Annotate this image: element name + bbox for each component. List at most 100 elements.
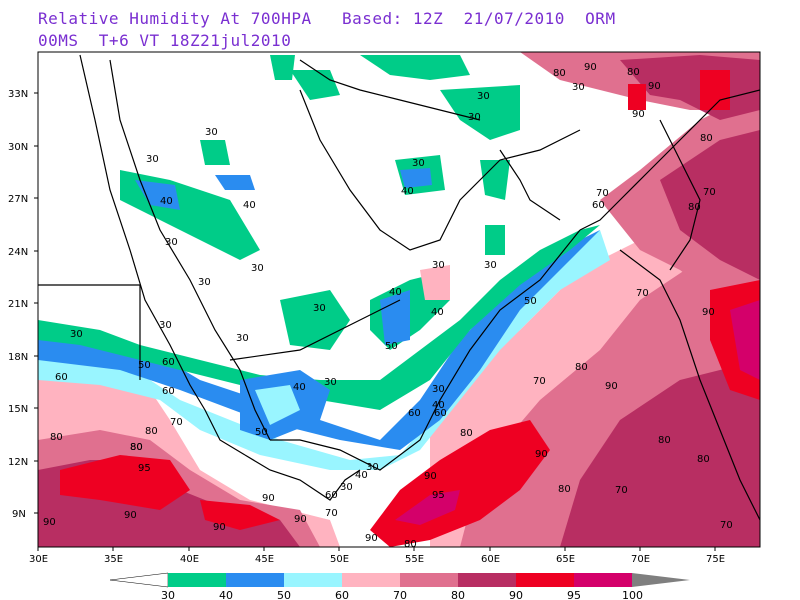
- contour-label: 90: [262, 493, 275, 504]
- contour-label: 30: [484, 260, 497, 271]
- legend-label: 70: [393, 589, 407, 600]
- contour-label: 50: [255, 427, 268, 438]
- field-90-95: [560, 360, 760, 547]
- contour-label: 90: [605, 381, 618, 392]
- lon-label: 35E: [104, 554, 123, 565]
- lon-label: 60E: [481, 554, 500, 565]
- contour-label: 30: [165, 237, 178, 248]
- contour-label: 40: [432, 400, 445, 411]
- contour-label: 30: [324, 377, 337, 388]
- contour-labels: 30 30 30 30 30 30 30 30 30 30 30 30 30 3…: [43, 62, 733, 550]
- contour-label: 30: [468, 112, 481, 123]
- contour-label: 60: [55, 372, 68, 383]
- color-legend: 30 40 50 60 70 80 90 95 100: [109, 572, 690, 600]
- lon-label: 30E: [29, 554, 48, 565]
- red-sea-west-coast: [79, 54, 246, 456]
- contour-label: 80: [553, 68, 566, 79]
- lon-label: 45E: [255, 554, 274, 565]
- contour-label: 60: [408, 408, 421, 419]
- contour-label: 50: [524, 296, 537, 307]
- contour-label: 90: [535, 449, 548, 460]
- contour-label: 70: [615, 485, 628, 496]
- border-line-2: [229, 299, 401, 361]
- contour-label: 30: [572, 82, 585, 93]
- contour-label: 80: [130, 442, 143, 453]
- lon-label: 50E: [330, 554, 349, 565]
- contour-label: 60: [592, 200, 605, 211]
- field-africa-red: [60, 455, 190, 510]
- lat-label: 9N: [12, 509, 26, 520]
- contour-label: 80: [558, 484, 571, 495]
- contour-label: 60: [325, 490, 338, 501]
- contour-label: 80: [688, 202, 701, 213]
- contour-label: 90: [213, 522, 226, 533]
- field-50-blue: [38, 230, 600, 450]
- lon-label: 65E: [556, 554, 575, 565]
- contour-label: 90: [43, 517, 56, 528]
- legend-swatch: [516, 573, 574, 587]
- contour-label: 80: [627, 67, 640, 78]
- lat-label: 30N: [8, 142, 28, 153]
- contour-label: 90: [294, 514, 307, 525]
- contour-label: 70: [636, 288, 649, 299]
- arabia-south-coast: [270, 229, 581, 471]
- contour-label: 40: [389, 287, 402, 298]
- contour-label: 90: [648, 81, 661, 92]
- gulf-coast: [299, 89, 581, 251]
- field-east-90: [660, 130, 760, 280]
- map-frame: [37, 51, 761, 548]
- contour-label: 30: [340, 482, 353, 493]
- legend-label: 30: [161, 589, 175, 600]
- legend-low-arrow: [109, 572, 169, 588]
- contour-label: 80: [404, 539, 417, 550]
- contour-label: 80: [575, 362, 588, 373]
- contour-label: 30: [477, 91, 490, 102]
- contour-label: 95: [432, 490, 445, 501]
- legend-swatch: [168, 573, 226, 587]
- contour-label: 90: [632, 109, 645, 120]
- legend-label: 80: [451, 589, 465, 600]
- contour-label: 70: [533, 376, 546, 387]
- border-line-3: [299, 59, 481, 121]
- contour-label: 30: [146, 154, 159, 165]
- legend-label: 95: [567, 589, 581, 600]
- contour-label: 90: [584, 62, 597, 73]
- contour-label: 30: [236, 333, 249, 344]
- contour-label: 50: [138, 360, 151, 371]
- legend-swatch: [400, 573, 458, 587]
- legend-swatch: [342, 573, 400, 587]
- legend-label: 90: [509, 589, 523, 600]
- contour-label: 90: [702, 307, 715, 318]
- lon-label: 75E: [706, 554, 725, 565]
- contour-label: 80: [50, 432, 63, 443]
- somalia-coast: [244, 454, 361, 501]
- contour-label: 70: [596, 188, 609, 199]
- red-sea-east-coast: [109, 59, 271, 441]
- contour-label: 40: [401, 186, 414, 197]
- contour-label: 40: [160, 196, 173, 207]
- lat-axis: 33N 30N 27N 24N 21N 18N 15N 12N 9N: [8, 89, 38, 520]
- border-line-1: [38, 284, 141, 380]
- contour-label: 60: [434, 408, 447, 419]
- contour-label: 95: [138, 463, 151, 474]
- chart-subtitle: 00MS T+6 VT 18Z21jul2010: [38, 31, 292, 50]
- contour-label: 90: [124, 510, 137, 521]
- lon-label: 70E: [631, 554, 650, 565]
- legend-label: 40: [219, 589, 233, 600]
- lat-label: 24N: [8, 247, 28, 258]
- contour-label: 70: [703, 187, 716, 198]
- legend-label: 60: [335, 589, 349, 600]
- contour-label: 90: [424, 471, 437, 482]
- contour-label: 30: [198, 277, 211, 288]
- lon-label: 40E: [180, 554, 199, 565]
- border-line-4: [499, 149, 561, 221]
- legend-swatch: [574, 573, 632, 587]
- contour-label: 30: [432, 260, 445, 271]
- contour-label: 80: [697, 454, 710, 465]
- lon-axis: 30E 35E 40E 45E 50E 55E 60E 65E 70E 75E: [29, 547, 725, 565]
- contour-label: 50: [385, 341, 398, 352]
- contour-label: 80: [658, 435, 671, 446]
- contour-label: 30: [313, 303, 326, 314]
- border-line-5: [659, 119, 701, 271]
